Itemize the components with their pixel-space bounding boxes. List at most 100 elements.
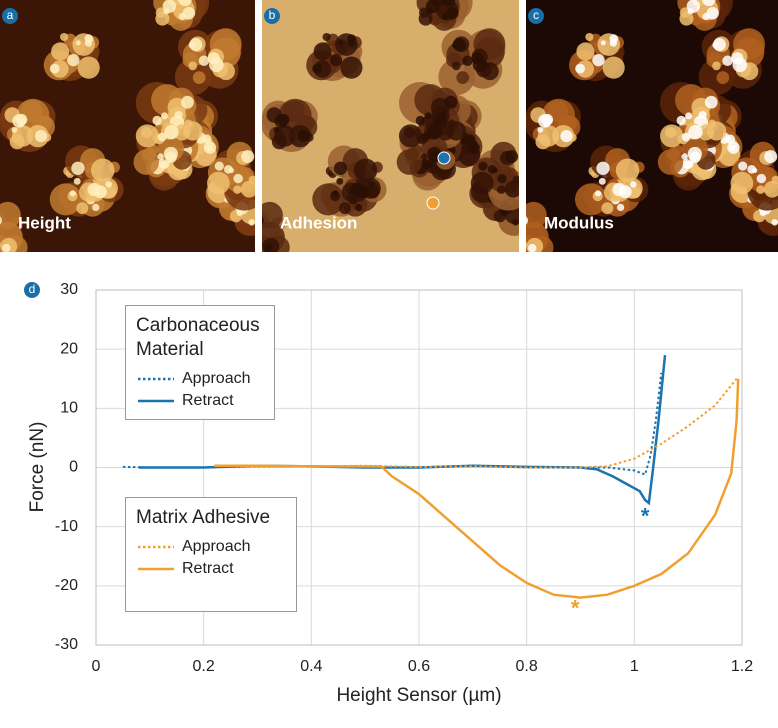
texture-blob (771, 219, 778, 226)
texture-blob (207, 171, 230, 195)
texture-blob (471, 52, 484, 65)
texture-blob (689, 151, 701, 164)
panel-letter: a (7, 8, 14, 22)
panel-label: Height (18, 213, 71, 232)
texture-blob (273, 126, 280, 133)
legend-title: Matrix Adhesive (136, 507, 271, 528)
texture-blob (157, 153, 164, 160)
texture-blob (165, 151, 177, 164)
texture-blob (157, 132, 167, 142)
x-tick-label: 1 (630, 658, 639, 675)
y-tick-label: -20 (55, 577, 78, 594)
texture-blob (685, 112, 693, 120)
texture-blob (248, 219, 255, 226)
texture-blob (512, 219, 519, 226)
texture-blob (283, 100, 305, 122)
texture-blob (92, 203, 100, 212)
texture-blob (424, 112, 432, 120)
texture-blob (526, 201, 547, 229)
texture-blob (233, 185, 242, 194)
texture-blob (585, 32, 594, 42)
texture-blob (697, 124, 715, 141)
texture-blob (198, 55, 210, 66)
texture-blob (60, 32, 69, 42)
texture-blob (497, 173, 507, 184)
texture-blob (478, 161, 488, 171)
texture-blob (576, 42, 595, 61)
texture-blob (446, 7, 459, 20)
y-tick-label: 0 (69, 459, 78, 476)
panel-badge (2, 8, 18, 24)
texture-blob (706, 7, 719, 20)
texture-blob (679, 11, 694, 26)
texture-blob (731, 52, 744, 65)
texture-blob (142, 147, 156, 161)
texture-blob (712, 41, 719, 49)
texture-blob (462, 55, 473, 66)
texture-blob (465, 134, 476, 144)
legend-entry: Retract (136, 558, 286, 580)
texture-blob (12, 114, 26, 128)
texture-blob (228, 167, 235, 173)
texture-blob (601, 202, 614, 215)
texture-blob (681, 153, 688, 160)
texture-blob (428, 151, 441, 164)
image-panel: a Height (0, 0, 255, 252)
texture-blob (93, 185, 107, 199)
texture-blob (456, 71, 470, 84)
texture-blob (560, 130, 573, 143)
texture-blob (164, 124, 179, 140)
texture-blob (329, 53, 343, 67)
texture-blob (427, 124, 443, 140)
texture-blob (77, 56, 100, 79)
texture-blob (71, 161, 85, 175)
texture-blob (492, 167, 498, 173)
texture-blob (20, 100, 43, 122)
image-panels: a Height b Adhesion c Modulus (0, 0, 778, 252)
texture-blob (418, 11, 433, 26)
texture-blob (240, 180, 255, 198)
texture-blob (163, 8, 170, 15)
texture-blob (602, 56, 625, 79)
texture-blob (526, 216, 529, 225)
texture-blob (214, 161, 224, 171)
texture-blob (575, 63, 586, 74)
chart: d -30 -20 -10 0 10 20 30 0 0.2 0.4 0.6 0.8 1 1.2 Height… (24, 281, 753, 706)
texture-blob (333, 161, 348, 175)
x-axis-label: Height Sensor (µm) (336, 685, 501, 706)
texture-blob (274, 114, 289, 128)
texture-blob (339, 202, 351, 215)
legend-label: Approach (182, 370, 251, 387)
texture-blob (592, 53, 605, 67)
texture-blob (594, 190, 602, 197)
texture-blob (437, 124, 454, 141)
texture-blob (174, 110, 183, 120)
texture-blob (192, 71, 206, 84)
legend-swatch (138, 545, 174, 549)
texture-blob (688, 124, 703, 140)
texture-blob (202, 134, 212, 144)
panel-badge (264, 8, 280, 24)
texture-blob (73, 177, 81, 185)
texture-blob (11, 126, 18, 133)
y-tick-label: 10 (60, 400, 78, 417)
texture-blob (51, 42, 70, 61)
texture-blob (618, 185, 632, 199)
texture-blob (426, 8, 434, 15)
texture-blob (274, 125, 296, 147)
texture-blob (666, 147, 680, 161)
texture-blob (312, 63, 323, 74)
panel-label: Modulus (544, 213, 614, 232)
texture-blob (262, 216, 265, 225)
panel-badge (528, 8, 544, 24)
texture-blob (505, 150, 519, 164)
legend-label: Retract (182, 392, 234, 409)
texture-blob (174, 124, 191, 141)
texture-blob (728, 145, 736, 152)
texture-blob (598, 177, 606, 185)
panel-label: Adhesion (280, 213, 357, 232)
texture-blob (356, 185, 370, 199)
texture-blob (152, 115, 162, 126)
texture-blob (704, 95, 718, 109)
probe-marker (426, 196, 440, 210)
